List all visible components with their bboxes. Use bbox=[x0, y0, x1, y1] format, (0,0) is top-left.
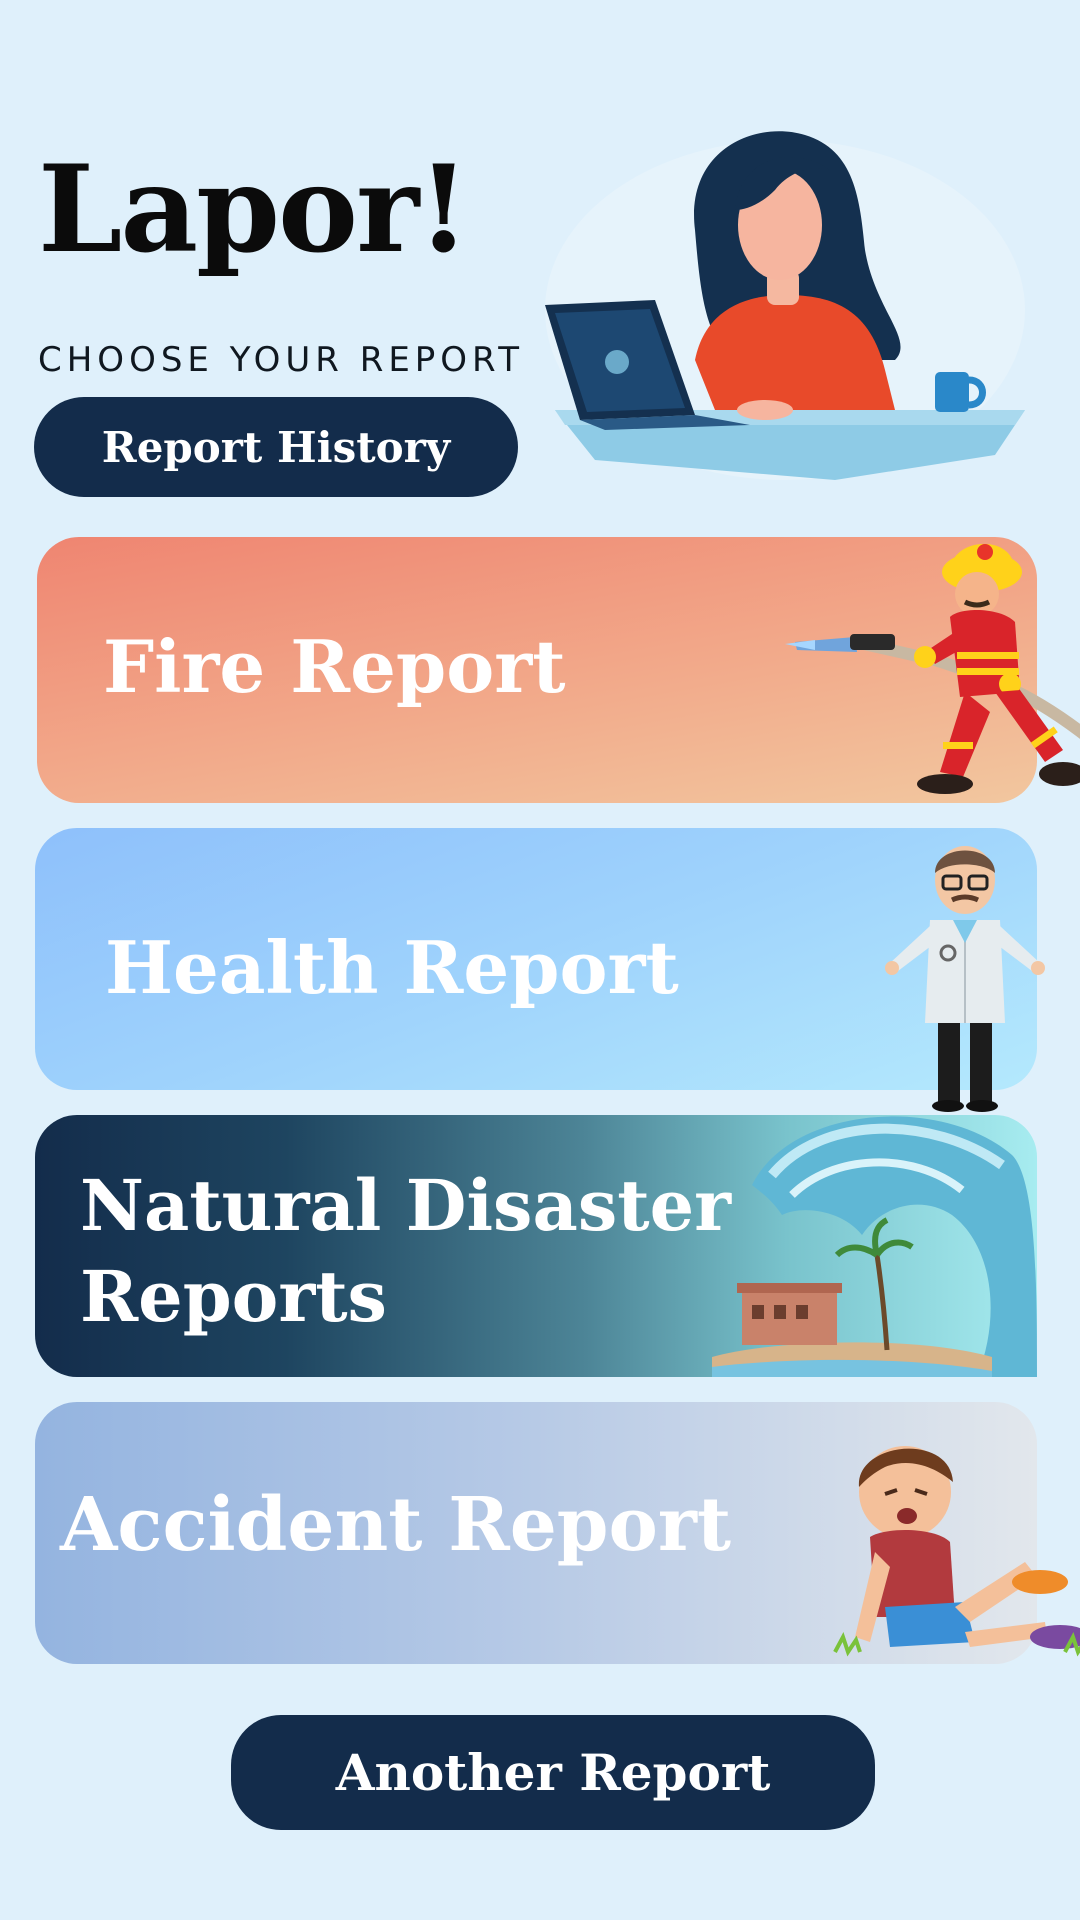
fire-report-card[interactable]: Fire Report bbox=[37, 537, 1080, 803]
app-title: Lapor! bbox=[38, 139, 470, 280]
firefighter-icon bbox=[785, 512, 1080, 812]
report-history-button[interactable]: Report History bbox=[34, 397, 518, 497]
tsunami-icon bbox=[712, 1095, 1037, 1377]
another-report-button[interactable]: Another Report bbox=[231, 1715, 875, 1830]
injured-boy-icon bbox=[815, 1432, 1080, 1677]
fire-report-label: Fire Report bbox=[103, 624, 566, 709]
natural-disaster-label-line1: Natural Disaster bbox=[80, 1164, 731, 1247]
health-report-card[interactable]: Health Report bbox=[35, 828, 1045, 1112]
accident-report-card[interactable]: Accident Report bbox=[35, 1402, 1080, 1664]
woman-laptop-illustration bbox=[535, 110, 1035, 490]
accident-report-label: Accident Report bbox=[60, 1482, 732, 1568]
doctor-icon bbox=[880, 838, 1050, 1113]
natural-disaster-report-card[interactable]: Natural Disaster Reports bbox=[35, 1115, 1037, 1377]
natural-disaster-label-line2: Reports bbox=[80, 1255, 387, 1338]
page-subtitle: CHOOSE YOUR REPORT bbox=[38, 340, 524, 380]
health-report-label: Health Report bbox=[105, 925, 679, 1010]
